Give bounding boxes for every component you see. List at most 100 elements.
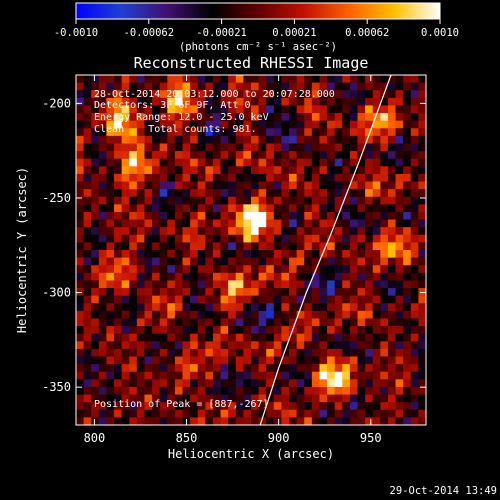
heatmap-cell <box>296 326 305 335</box>
heatmap-cell <box>387 310 397 320</box>
heatmap-cell <box>289 371 298 380</box>
heatmap-cell <box>121 348 130 358</box>
heatmap-cell <box>349 227 359 236</box>
heatmap-cell <box>281 326 290 335</box>
annotation-detectors: Detectors: 3F 6F 9F, Att 0 <box>94 100 251 111</box>
x-tick-label: 950 <box>360 431 382 445</box>
heatmap-cell <box>273 295 283 304</box>
heatmap-cell <box>212 227 222 236</box>
heatmap-cell <box>273 158 283 167</box>
heatmap-cell <box>304 234 313 243</box>
heatmap-cell <box>349 219 359 228</box>
heatmap-cell <box>152 151 161 160</box>
heatmap-cell <box>144 82 153 91</box>
heatmap-cell <box>182 379 191 388</box>
heatmap-cell <box>296 181 305 190</box>
heatmap-cell <box>410 143 419 152</box>
heatmap-cell <box>266 318 275 327</box>
heatmap-cell <box>387 75 397 84</box>
heatmap-cell <box>144 409 153 418</box>
heatmap-cell <box>114 113 123 122</box>
heatmap-cell <box>387 318 397 327</box>
heatmap-cell <box>228 303 237 312</box>
heatmap-cell <box>304 250 313 259</box>
heatmap-cell <box>395 364 404 373</box>
heatmap-cell <box>114 394 123 403</box>
heatmap-cell <box>220 143 229 152</box>
heatmap-cell <box>190 151 199 160</box>
heatmap-cell <box>228 90 237 99</box>
heatmap-cell <box>159 364 168 373</box>
heatmap-cell <box>357 204 366 213</box>
heatmap-cell <box>129 341 138 350</box>
heatmap-cell <box>334 333 343 342</box>
heatmap-cell <box>281 394 290 403</box>
heatmap-cell <box>91 90 100 99</box>
heatmap-cell <box>403 151 412 160</box>
heatmap-cell <box>167 82 176 91</box>
heatmap-cell <box>380 364 389 373</box>
heatmap-cell <box>83 417 92 425</box>
heatmap-cell <box>387 272 397 282</box>
heatmap-cell <box>228 234 237 243</box>
heatmap-cell <box>197 158 206 167</box>
heatmap-cell <box>83 242 92 251</box>
y-axis-label: Heliocentric Y (arcsec) <box>15 167 29 333</box>
heatmap-cell <box>235 143 244 152</box>
heatmap-cell <box>235 204 244 213</box>
heatmap-cell <box>296 386 305 396</box>
heatmap-cell <box>266 310 275 320</box>
heatmap-cell <box>243 295 252 304</box>
heatmap-cell <box>76 333 85 342</box>
heatmap-cell <box>243 135 252 145</box>
heatmap-cell <box>342 143 351 152</box>
heatmap-cell <box>152 250 161 259</box>
heatmap-cell <box>327 97 336 107</box>
heatmap-cell <box>395 120 404 129</box>
heatmap-cell <box>121 402 130 411</box>
heatmap-cell <box>121 181 130 190</box>
heatmap-cell <box>403 326 412 335</box>
heatmap-cell <box>197 386 206 396</box>
annotation-counts: Clean Total counts: 981. <box>94 124 257 135</box>
heatmap-cell <box>410 135 419 145</box>
heatmap-cell <box>83 173 92 183</box>
heatmap-cell <box>174 310 184 320</box>
heatmap-cell <box>395 97 404 107</box>
heatmap-cell <box>144 189 153 198</box>
heatmap-cell <box>289 82 298 91</box>
heatmap-cell <box>349 250 359 259</box>
heatmap-cell <box>167 348 176 358</box>
heatmap-cell <box>228 158 237 167</box>
heatmap-cell <box>357 303 366 312</box>
heatmap-cell <box>228 265 237 274</box>
heatmap-cell <box>410 356 419 365</box>
heatmap-cell <box>220 295 229 304</box>
heatmap-cell <box>212 90 222 99</box>
heatmap-cell <box>342 105 351 114</box>
heatmap-cell <box>159 242 168 251</box>
heatmap-cell <box>76 265 85 274</box>
heatmap-cell <box>403 318 412 327</box>
heatmap-cell <box>235 409 244 418</box>
heatmap-cell <box>319 128 328 137</box>
heatmap-cell <box>334 219 343 228</box>
heatmap-cell <box>144 75 153 84</box>
heatmap-cell <box>418 318 426 327</box>
heatmap-cell <box>197 371 206 380</box>
heatmap-cell <box>387 356 397 365</box>
heatmap-cell <box>251 173 260 183</box>
heatmap-cell <box>357 211 366 221</box>
heatmap-cell <box>167 181 176 190</box>
heatmap-cell <box>174 379 184 388</box>
heatmap-cell <box>342 265 351 274</box>
heatmap-cell <box>281 227 290 236</box>
heatmap-cell <box>304 227 313 236</box>
heatmap-cell <box>190 371 199 380</box>
heatmap-cell <box>190 303 199 312</box>
heatmap-cell <box>220 189 229 198</box>
heatmap-cell <box>182 227 191 236</box>
heatmap-cell <box>114 105 123 114</box>
heatmap-cell <box>327 394 336 403</box>
heatmap-cell <box>334 189 343 198</box>
